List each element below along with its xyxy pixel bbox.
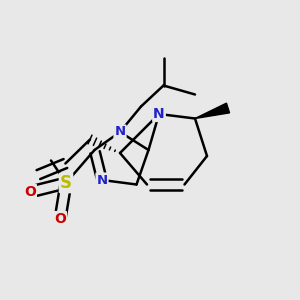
Text: N: N — [114, 125, 126, 139]
Text: O: O — [24, 185, 36, 199]
Text: O: O — [54, 212, 66, 226]
Text: S: S — [60, 174, 72, 192]
Polygon shape — [195, 103, 230, 118]
Text: N: N — [96, 173, 108, 187]
Text: N: N — [153, 107, 165, 121]
